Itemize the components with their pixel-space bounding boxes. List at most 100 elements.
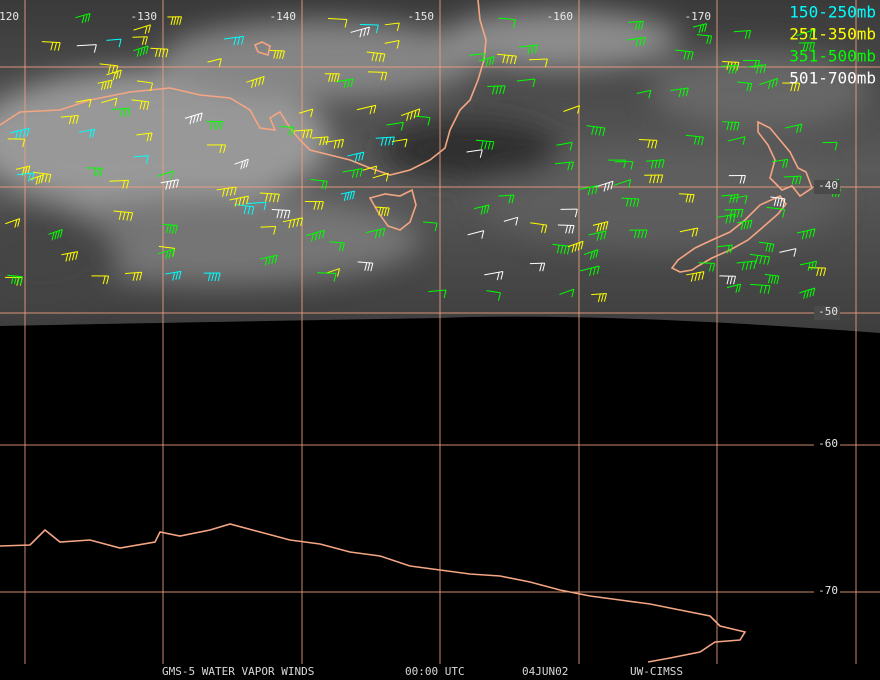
barb-tick xyxy=(790,82,794,92)
barb-tick xyxy=(539,263,543,272)
wind-barb xyxy=(133,24,151,34)
barb-tick xyxy=(54,231,58,240)
barb-tick xyxy=(682,88,686,97)
barb-tick xyxy=(359,168,363,177)
barb-shaft xyxy=(131,99,149,103)
barb-tick xyxy=(592,266,596,276)
wind-barb xyxy=(613,179,632,188)
barb-tick xyxy=(486,204,490,214)
barb-tick xyxy=(382,53,386,63)
barb-tick xyxy=(269,193,272,202)
wind-barb xyxy=(329,241,345,252)
barb-tick xyxy=(589,251,593,260)
barb-tick xyxy=(771,79,775,88)
barb-shaft xyxy=(722,121,740,124)
barb-tick xyxy=(594,185,598,194)
barb-tick xyxy=(515,217,519,226)
barb-tick xyxy=(343,79,347,89)
wind-barb xyxy=(136,132,153,142)
barb-tick xyxy=(736,122,740,131)
barb-tick xyxy=(96,168,100,177)
barb-tick xyxy=(759,255,763,264)
barb-tick xyxy=(650,140,654,149)
barb-tick xyxy=(126,212,130,221)
barb-tick xyxy=(753,260,757,270)
barb-shaft xyxy=(497,53,517,57)
barb-tick xyxy=(809,288,813,298)
wind-barb xyxy=(726,283,742,293)
wind-barb xyxy=(246,201,267,211)
barb-tick xyxy=(118,38,122,48)
barb-shaft xyxy=(475,139,494,143)
barb-tick xyxy=(499,85,503,95)
barb-tick xyxy=(512,19,516,28)
wind-barb xyxy=(798,42,816,51)
barb-shaft xyxy=(229,195,249,201)
barb-tick xyxy=(732,194,736,203)
wind-barb xyxy=(595,180,614,192)
wind-barb xyxy=(317,272,337,282)
barb-tick xyxy=(812,29,816,38)
barb-tick xyxy=(735,194,739,203)
barb-tick xyxy=(22,129,26,138)
legend-entry: 351-500mb xyxy=(789,47,876,66)
barb-tick xyxy=(57,42,61,51)
barb-shaft xyxy=(679,227,698,233)
barb-tick xyxy=(602,127,606,137)
barb-shaft xyxy=(111,107,130,110)
barb-tick xyxy=(400,122,404,131)
wind-barb xyxy=(591,293,607,303)
barb-tick xyxy=(126,180,130,189)
barb-tick xyxy=(801,231,805,240)
barb-tick xyxy=(755,65,759,74)
longitude-label: -150 xyxy=(408,10,435,23)
barb-tick xyxy=(207,272,211,282)
wind-barb xyxy=(730,195,748,204)
barb-tick xyxy=(367,262,371,271)
wind-barb xyxy=(670,87,689,98)
barb-tick xyxy=(141,36,145,45)
barb-shaft xyxy=(428,289,447,293)
barb-tick xyxy=(173,16,177,25)
barb-tick xyxy=(413,110,417,119)
wind-barb xyxy=(229,195,249,207)
barb-tick xyxy=(165,181,169,190)
barb-tick xyxy=(532,78,536,88)
wind-barb xyxy=(124,271,143,281)
wind-barb xyxy=(357,261,374,272)
barb-tick xyxy=(729,214,733,223)
barb-shaft xyxy=(350,26,370,33)
barb-tick xyxy=(798,175,802,185)
latitude-label: -60 xyxy=(818,437,838,450)
barb-shaft xyxy=(32,171,51,175)
barb-tick xyxy=(338,242,342,251)
barb-shaft xyxy=(716,213,736,218)
barb-shaft xyxy=(324,138,344,143)
barb-tick xyxy=(791,176,795,185)
barb-tick xyxy=(115,65,119,74)
barb-tick xyxy=(814,261,818,270)
barb-tick xyxy=(534,44,538,54)
wind-barb xyxy=(784,123,803,134)
barb-shaft xyxy=(246,201,267,205)
wind-barb xyxy=(131,99,150,111)
barb-shaft xyxy=(474,204,490,210)
barb-tick xyxy=(142,101,146,110)
barb-tick xyxy=(417,108,421,118)
wind-barb xyxy=(698,262,716,272)
barb-tick xyxy=(14,275,17,285)
barb-tick xyxy=(744,30,748,39)
latitude-label: -40 xyxy=(818,179,838,192)
wind-barb xyxy=(293,129,313,139)
wind-barb xyxy=(61,251,79,262)
barb-shaft xyxy=(401,108,420,117)
barb-tick xyxy=(314,232,318,241)
barb-shaft xyxy=(305,229,325,237)
barb-tick xyxy=(300,217,304,226)
barb-tick xyxy=(374,166,378,175)
barb-shaft xyxy=(342,168,363,173)
barb-tick xyxy=(404,139,408,148)
barb-tick xyxy=(142,46,146,55)
barb-tick xyxy=(571,244,575,253)
barb-tick xyxy=(17,218,21,227)
